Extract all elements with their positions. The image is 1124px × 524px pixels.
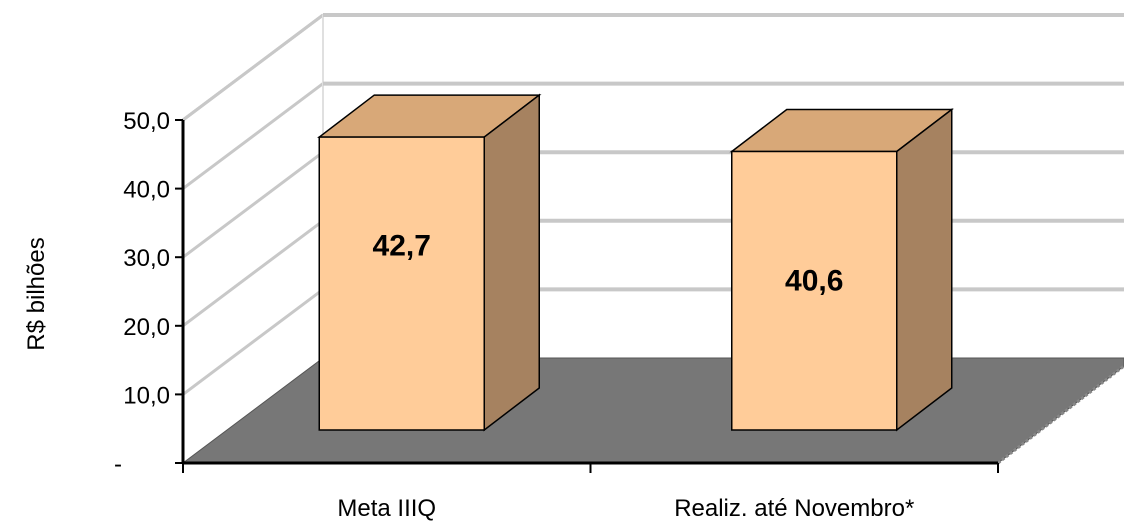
bar-side: [896, 107, 953, 432]
y-tick-label: 30,0: [123, 245, 170, 272]
floor-edge: [997, 364, 1124, 465]
bar-front: [731, 150, 898, 431]
wall-diagonal: [182, 288, 324, 396]
y-axis-label: R$ bilhões: [23, 237, 50, 350]
data-label: 40,6: [785, 265, 843, 298]
axes: [175, 119, 999, 473]
x-tick-label: Realiz. até Novembro*: [674, 495, 914, 522]
data-label: 42,7: [373, 230, 431, 263]
wall-diagonal: [182, 13, 324, 122]
y-tick-label: -: [114, 451, 122, 478]
y-tick-label: 20,0: [123, 314, 170, 341]
bar-side: [483, 93, 540, 432]
labels: - 10,0 20,0 30,0 40,0 50,0 42,7 Meta IIIQ 40,6 Re…: [114, 108, 914, 522]
wall-diagonal: [182, 82, 324, 190]
wall-diagonal: [182, 219, 324, 327]
x-tick-label: Meta IIIQ: [337, 495, 436, 522]
wall-diagonal: [182, 150, 324, 259]
chart-walls: [182, 13, 324, 396]
bar: [729, 107, 954, 432]
bar: [317, 93, 542, 432]
y-tick-label: 10,0: [123, 382, 170, 409]
y-tick-label: 40,0: [123, 177, 170, 204]
bars: [317, 93, 954, 432]
bar-front: [318, 136, 485, 431]
y-tick-label: 50,0: [123, 108, 170, 135]
